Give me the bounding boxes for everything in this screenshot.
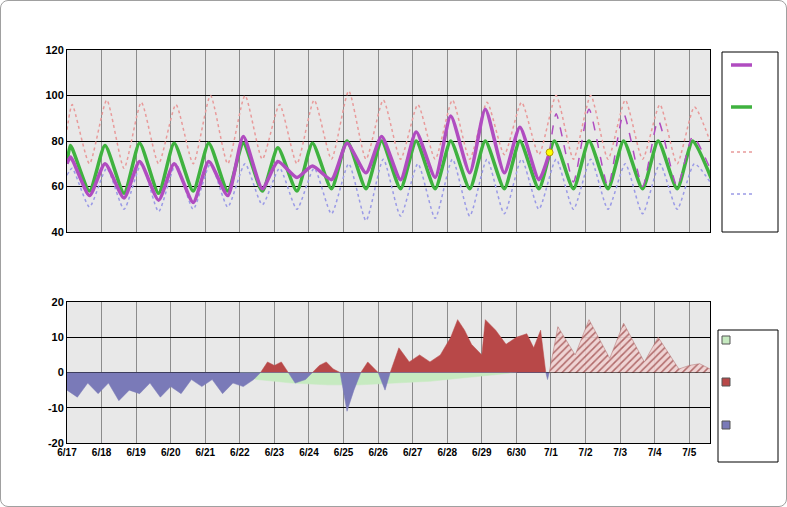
svg-text:40: 40 [52,226,64,238]
svg-text:10: 10 [52,331,64,343]
svg-text:7/4: 7/4 [648,447,662,458]
svg-text:6/25: 6/25 [334,447,354,458]
svg-text:6/18: 6/18 [92,447,112,458]
svg-text:60: 60 [52,180,64,192]
svg-text:0: 0 [58,366,64,378]
svg-text:7/3: 7/3 [613,447,627,458]
svg-text:6/17: 6/17 [57,447,77,458]
svg-text:6/21: 6/21 [196,447,216,458]
svg-text:6/23: 6/23 [265,447,285,458]
svg-text:6/29: 6/29 [472,447,492,458]
svg-text:6/26: 6/26 [368,447,388,458]
svg-text:100: 100 [45,89,63,101]
svg-text:-20: -20 [48,437,64,449]
svg-text:6/28: 6/28 [438,447,458,458]
svg-text:7/2: 7/2 [579,447,593,458]
svg-text:6/19: 6/19 [126,447,146,458]
svg-text:-10: -10 [48,402,64,414]
svg-text:7/1: 7/1 [544,447,558,458]
svg-text:120: 120 [45,44,63,56]
svg-text:6/24: 6/24 [299,447,319,458]
svg-text:6/30: 6/30 [507,447,527,458]
svg-text:6/27: 6/27 [403,447,423,458]
svg-text:6/22: 6/22 [230,447,250,458]
svg-text:6/20: 6/20 [161,447,181,458]
svg-text:80: 80 [52,135,64,147]
svg-text:20: 20 [52,296,64,308]
svg-text:7/5: 7/5 [682,447,696,458]
